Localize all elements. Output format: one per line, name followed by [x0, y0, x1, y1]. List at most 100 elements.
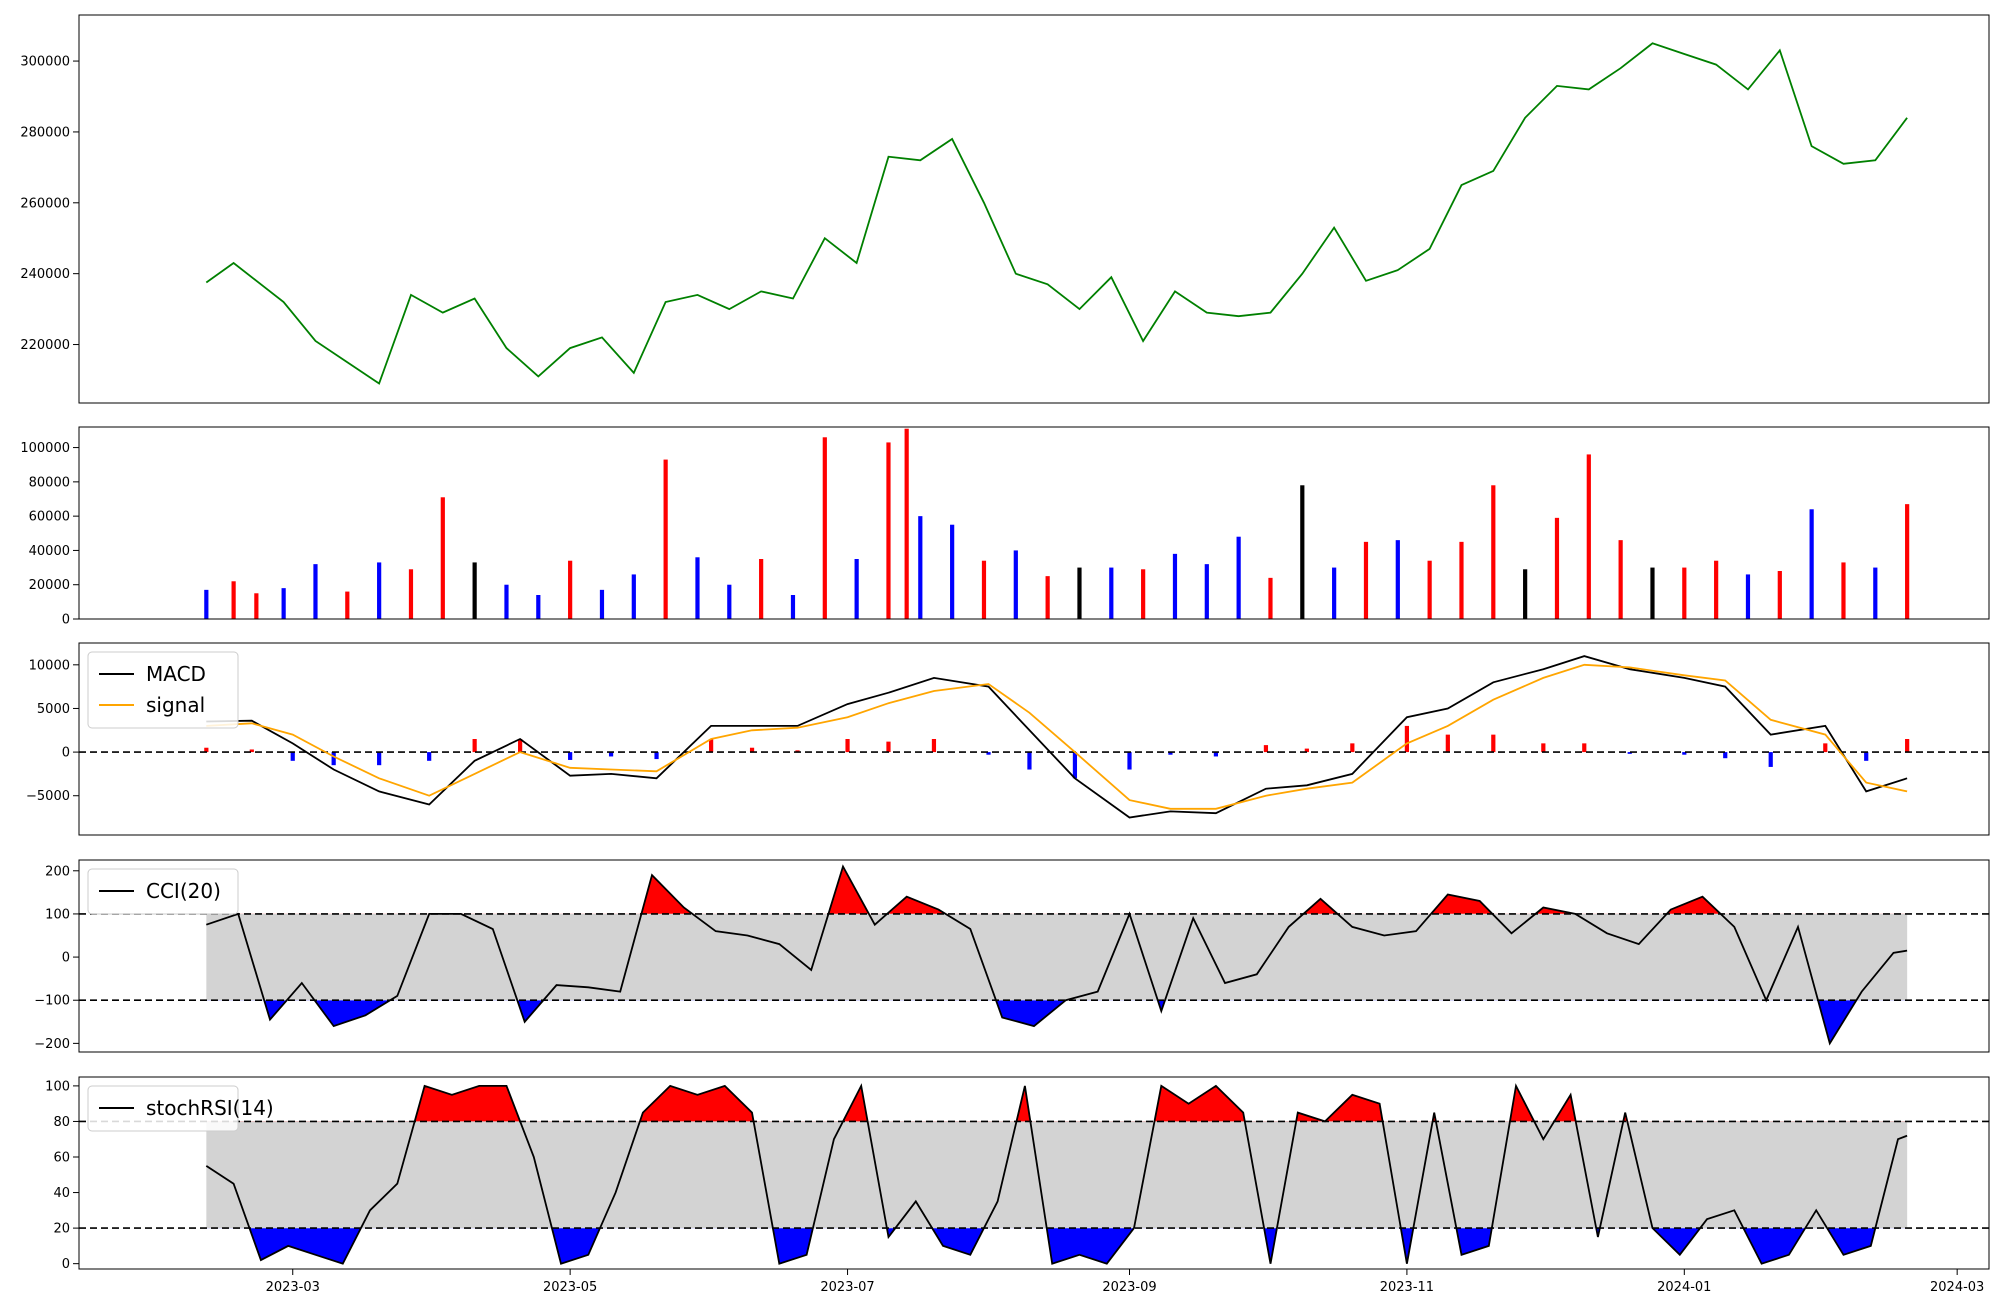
macd-histogram-bar — [845, 739, 850, 753]
macd-histogram-bar — [886, 741, 891, 753]
date-x-tick-label: 2023-09 — [1102, 1280, 1156, 1295]
volume-panel: 0 20000 40000 60000 80000 100000 — [20, 426, 1990, 628]
volume-bar — [854, 559, 859, 619]
cci-y-tick-label: 200 — [45, 864, 70, 879]
price-y-tick-label: 260000 — [20, 196, 70, 211]
volume-bar — [1491, 485, 1496, 619]
macd-histogram-bar — [1682, 752, 1687, 755]
volume-bar — [1459, 541, 1464, 619]
volume-bar — [1013, 550, 1018, 619]
cci-legend: CCI(20) — [87, 868, 239, 915]
date-x-tick-label: 2023-11 — [1380, 1280, 1434, 1295]
macd-y-tick-label: −5000 — [26, 789, 70, 804]
macd-histogram-bar — [1350, 743, 1355, 753]
cci-y-tick-label: −200 — [34, 1037, 70, 1052]
macd-histogram-bar — [1627, 752, 1632, 754]
volume-bar — [1809, 509, 1814, 619]
macd-histogram-bar — [1304, 748, 1309, 753]
macd-histogram-bar — [1905, 739, 1910, 753]
volume-bar — [440, 497, 445, 619]
volume-bar — [727, 584, 732, 619]
volume-bar — [1077, 567, 1082, 619]
stochrsi-oversold-fill — [249, 1228, 1876, 1264]
macd-histogram-bar — [1723, 752, 1728, 759]
macd-histogram-bar — [1404, 725, 1410, 753]
volume-bar — [345, 591, 350, 619]
volume-bar — [886, 442, 891, 619]
price-y-tick-label: 240000 — [20, 267, 70, 282]
macd-y-tick-label: 5000 — [37, 702, 70, 717]
macd-histogram-bar — [472, 739, 477, 753]
volume-bar — [1586, 454, 1591, 619]
stochrsi-legend: stochRSI(14) — [87, 1085, 274, 1132]
macd-panel: −5000 0 5000 10000 MACD signal — [26, 642, 1990, 836]
price-panel-frame — [78, 14, 1990, 404]
date-x-tick-label: 2024-01 — [1657, 1280, 1711, 1295]
macd-legend-label: signal — [146, 693, 205, 717]
macd-histogram-bar — [1864, 752, 1869, 761]
volume-y-tick-label: 60000 — [29, 510, 70, 525]
macd-legend-label: MACD — [146, 662, 206, 686]
volume-bar — [1618, 540, 1623, 619]
volume-bar — [1236, 536, 1241, 619]
volume-bar — [1395, 540, 1400, 619]
macd-histogram-bar — [204, 747, 209, 753]
volume-y-tick-label: 0 — [62, 613, 70, 628]
price-y-ticks: 220000 240000 260000 280000 300000 — [20, 55, 79, 353]
date-x-tick-label: 2024-03 — [1930, 1280, 1984, 1295]
volume-bar — [1141, 569, 1146, 619]
volume-bar — [822, 437, 827, 619]
stochrsi-y-tick-label: 0 — [62, 1257, 70, 1272]
macd-histogram-bar — [1263, 745, 1269, 753]
volume-bar — [790, 595, 796, 619]
volume-bar — [599, 589, 605, 619]
price-panel: 220000 240000 260000 280000 300000 — [20, 14, 1990, 404]
cci-legend-label: CCI(20) — [146, 879, 221, 903]
macd-histogram-bar — [518, 739, 523, 753]
volume-bar — [504, 584, 509, 619]
macd-series-signal-line — [206, 663, 1908, 810]
volume-bar — [254, 593, 259, 619]
volume-bar — [377, 562, 382, 619]
volume-bar — [568, 560, 573, 619]
macd-histogram-bar — [608, 752, 614, 757]
volume-plot-area — [204, 428, 1910, 619]
volume-bar — [981, 560, 987, 619]
volume-bar — [1268, 577, 1273, 619]
price-line — [205, 42, 1908, 385]
macd-histogram-bar — [1823, 743, 1828, 753]
volume-y-tick-label: 20000 — [29, 578, 70, 593]
volume-bar — [1045, 576, 1050, 619]
cci-panel: −200 −100 0 100 200 CCI(20) — [34, 859, 1990, 1053]
macd-histogram-bar — [568, 752, 573, 760]
volume-bar — [1554, 517, 1560, 619]
volume-bar — [281, 588, 286, 619]
cci-legend-box — [87, 868, 239, 915]
volume-bar — [1427, 560, 1432, 619]
cci-neutral-band — [206, 913, 1908, 1001]
price-plot-area — [205, 42, 1908, 385]
cci-y-ticks: −200 −100 0 100 200 — [34, 864, 79, 1052]
volume-bar — [759, 559, 764, 619]
macd-histogram-bar — [1168, 752, 1173, 755]
volume-y-ticks: 0 20000 40000 60000 80000 100000 — [20, 441, 79, 628]
macd-histogram-bar — [1072, 752, 1078, 779]
price-y-tick-label: 300000 — [20, 55, 70, 70]
macd-histogram-bar — [1491, 734, 1496, 753]
volume-bar — [1777, 571, 1782, 619]
macd-histogram-bar — [931, 739, 937, 753]
macd-histogram-bar — [1541, 743, 1546, 753]
stochrsi-y-tick-label: 40 — [53, 1186, 70, 1201]
volume-bar — [472, 562, 477, 619]
stochrsi-y-tick-label: 100 — [45, 1079, 70, 1094]
macd-legend: MACD signal — [87, 651, 239, 729]
volume-bar — [204, 589, 209, 619]
macd-histogram-bar — [249, 749, 254, 753]
volume-y-tick-label: 40000 — [29, 544, 70, 559]
volume-bar — [1714, 560, 1719, 619]
macd-histogram-bar — [1445, 734, 1450, 753]
volume-panel-frame — [78, 426, 1990, 620]
date-x-ticks: 2023-03 2023-05 2023-07 2023-09 2023-11 2024-… — [266, 1269, 1984, 1295]
volume-bar — [231, 581, 236, 619]
